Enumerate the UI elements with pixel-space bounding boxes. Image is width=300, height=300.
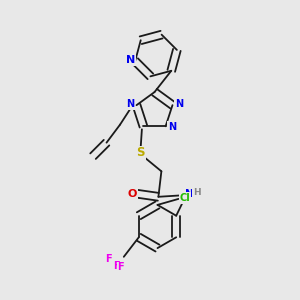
Text: N: N [184,189,194,200]
Text: N: N [168,122,176,132]
Text: S: S [136,146,145,160]
Text: O: O [127,189,137,199]
Text: F: F [113,261,120,271]
Text: N: N [126,55,135,65]
Text: N: N [126,99,134,109]
Text: H: H [193,188,200,197]
Text: Cl: Cl [180,193,190,203]
Text: F: F [106,254,112,264]
Text: N: N [175,99,183,109]
Text: F: F [118,262,124,272]
